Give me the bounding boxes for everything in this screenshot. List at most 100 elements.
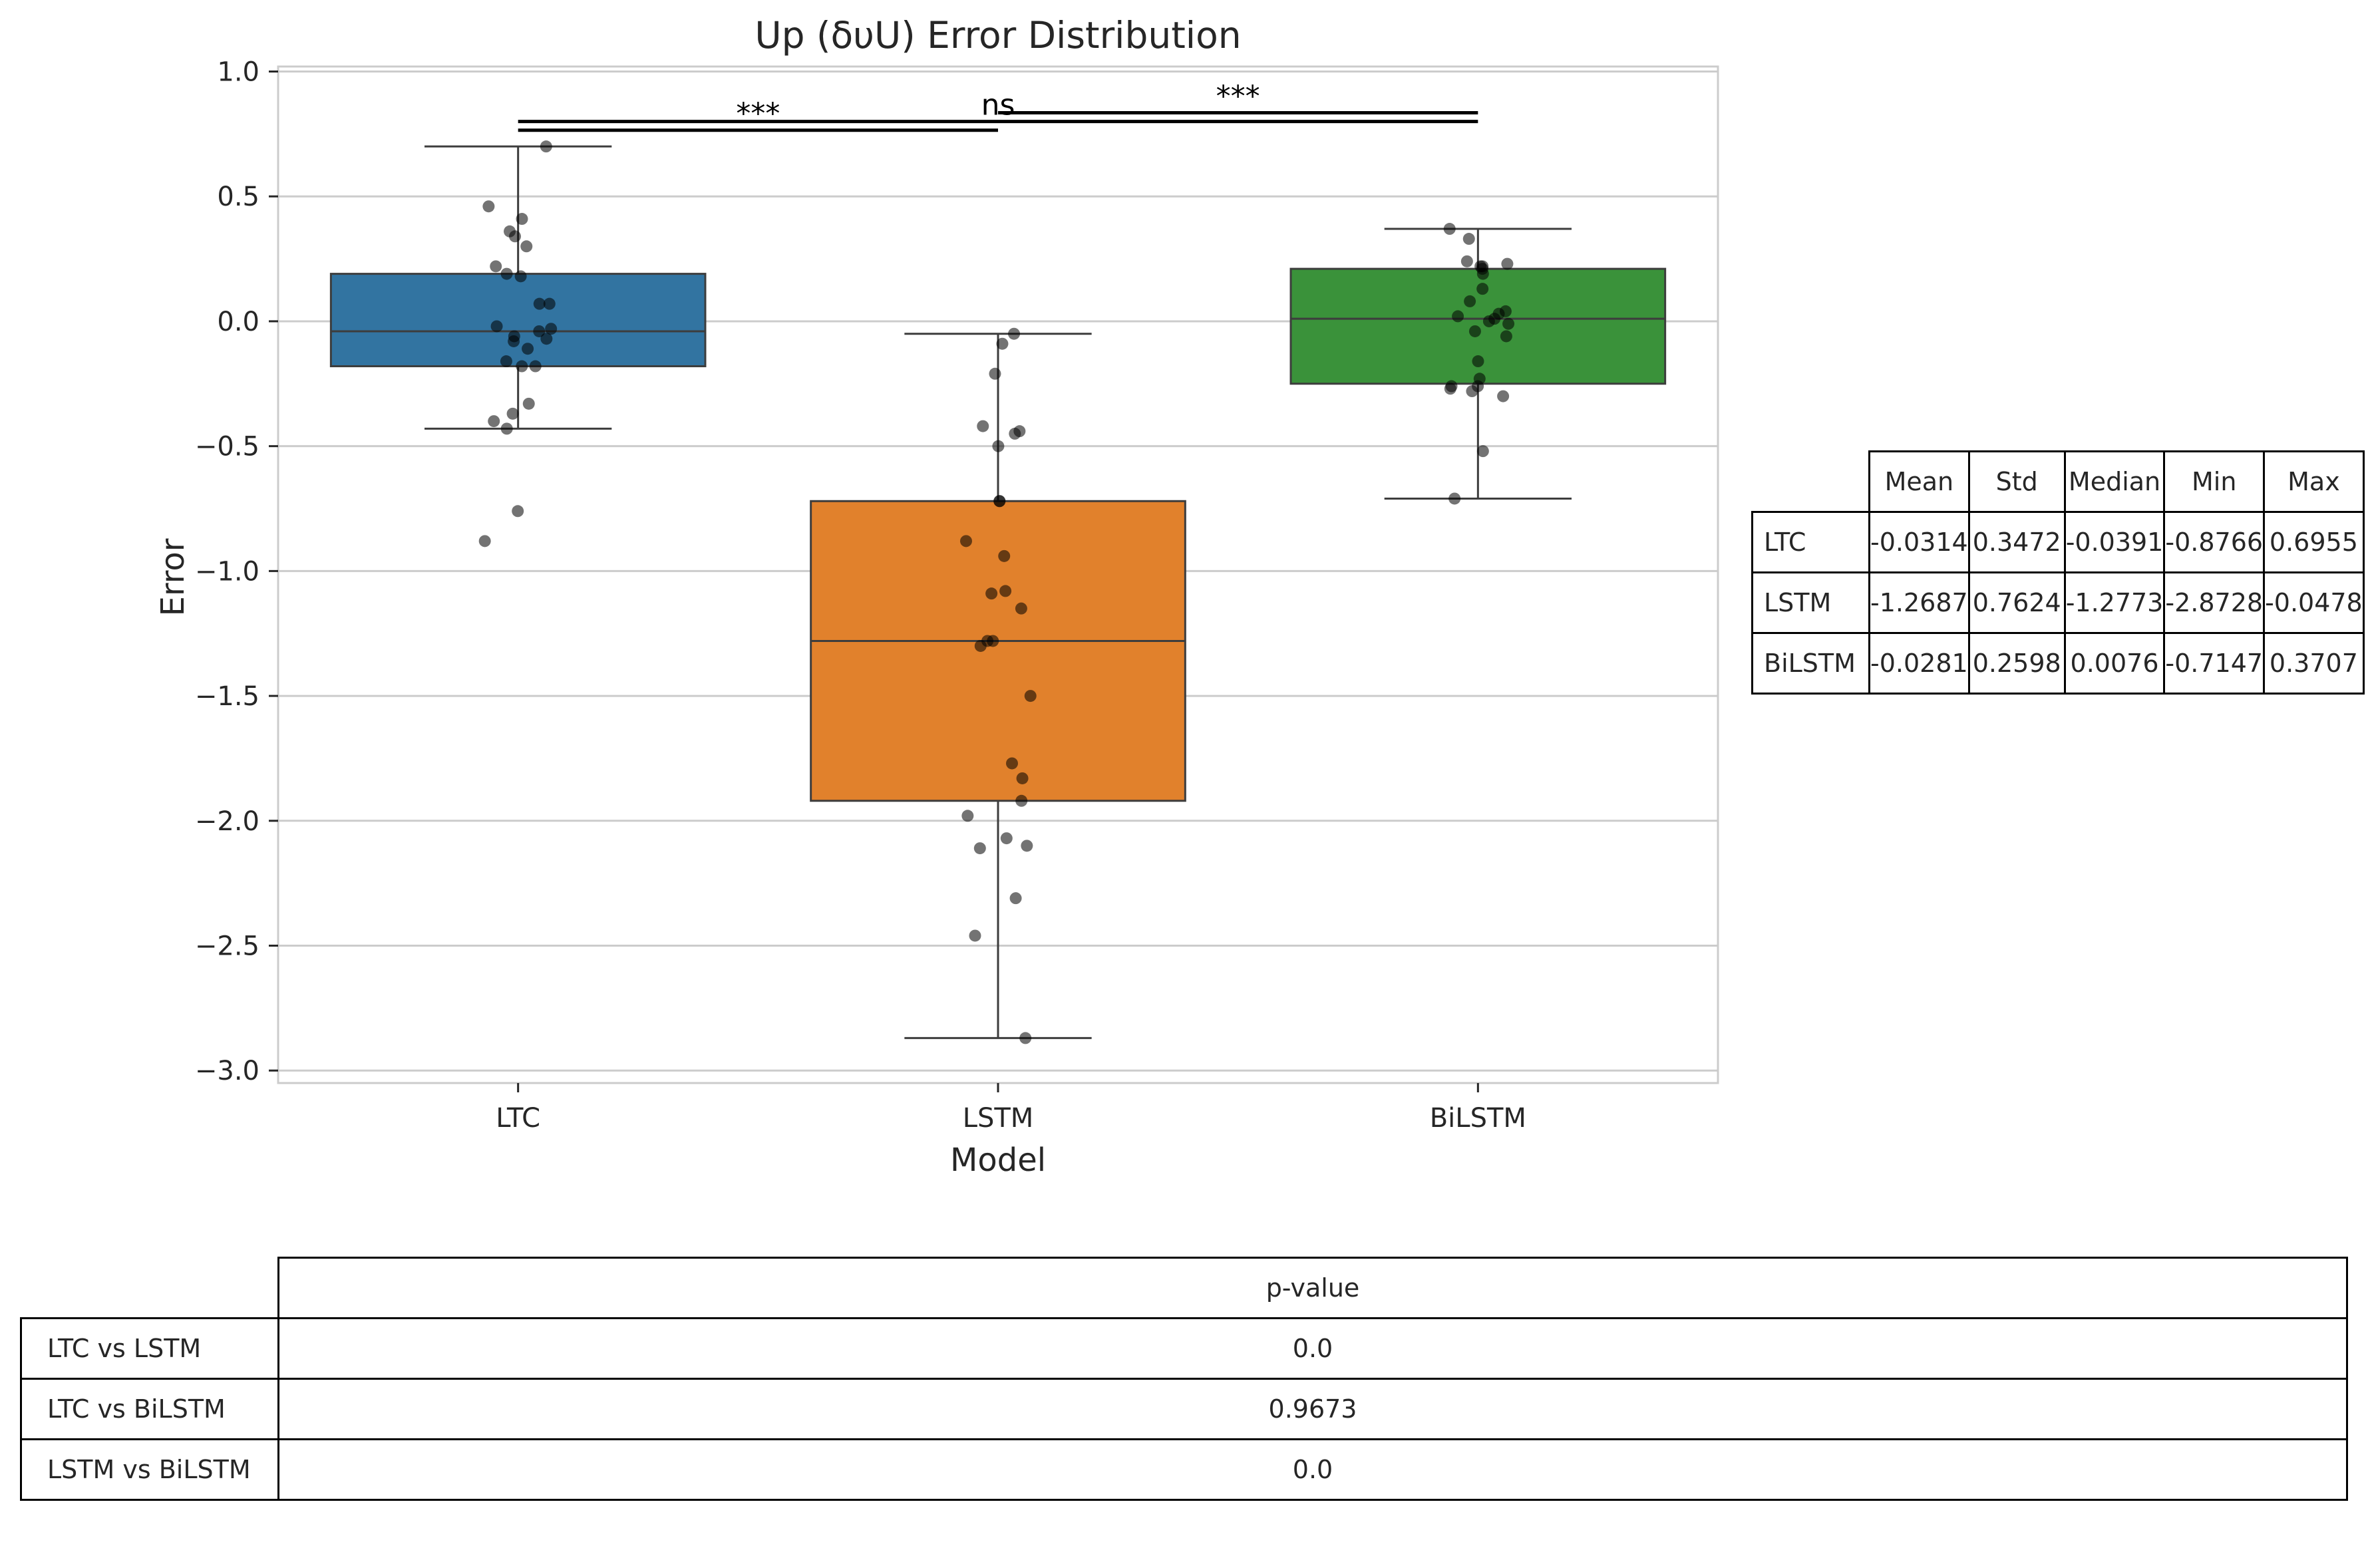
data-point bbox=[1476, 445, 1489, 458]
data-point bbox=[514, 270, 527, 283]
stats-cell: 0.7624 bbox=[1967, 571, 2066, 634]
y-tick-label: −3.0 bbox=[195, 1056, 259, 1086]
data-point bbox=[516, 213, 528, 226]
iqr-box bbox=[329, 273, 707, 368]
stats-col-max: Max bbox=[2263, 450, 2365, 513]
data-point bbox=[1460, 255, 1473, 267]
stats-row-bilstm: BiLSTM -0.0281 0.2598 0.0076 -0.7147 0.3… bbox=[1751, 632, 2365, 695]
data-point bbox=[533, 297, 546, 310]
y-axis-label: Error bbox=[154, 538, 192, 616]
summary-stats-table: Mean Std Median Min Max LTC -0.0314 0.34… bbox=[1751, 450, 2365, 695]
stats-header-row: Mean Std Median Min Max bbox=[1753, 450, 2365, 513]
data-point bbox=[1024, 690, 1037, 703]
data-point bbox=[1009, 427, 1021, 440]
pval-row: LSTM vs BiLSTM 0.0 bbox=[20, 1438, 2348, 1501]
x-tick-label: LTC bbox=[496, 1103, 540, 1134]
stats-cell: -0.7147 bbox=[2163, 632, 2266, 695]
data-point bbox=[522, 397, 535, 410]
data-point bbox=[1005, 757, 1018, 770]
x-axis-label: Model bbox=[950, 1142, 1046, 1179]
x-axis-ticks: LTC LSTM BiLSTM bbox=[496, 1083, 1526, 1134]
data-point bbox=[516, 360, 528, 373]
box-ltc bbox=[329, 145, 707, 430]
data-point bbox=[977, 420, 989, 432]
stats-corner-cell bbox=[1753, 452, 1870, 512]
p-value-table: p-value LTC vs LSTM 0.0 LTC vs BiLSTM 0.… bbox=[20, 1257, 2348, 1501]
box-series bbox=[329, 145, 1667, 1039]
stats-row-label: LSTM bbox=[1751, 571, 1870, 634]
data-point bbox=[1009, 892, 1022, 905]
data-point bbox=[959, 535, 972, 548]
stats-cell: -0.0478 bbox=[2263, 571, 2365, 634]
pval-row-label: LSTM vs BiLSTM bbox=[20, 1438, 279, 1501]
data-point bbox=[500, 422, 513, 435]
iqr-box bbox=[810, 500, 1186, 802]
stats-cell: -0.8766 bbox=[2163, 511, 2266, 573]
data-point bbox=[512, 505, 524, 518]
stats-cell: -0.0391 bbox=[2063, 511, 2166, 573]
stats-cell: -0.0281 bbox=[1868, 632, 1970, 695]
data-point bbox=[998, 549, 1011, 562]
significance-label: *** bbox=[736, 97, 780, 131]
stats-cell: 0.3472 bbox=[1967, 511, 2066, 573]
data-point bbox=[490, 260, 502, 273]
data-point bbox=[1501, 257, 1514, 270]
data-point bbox=[1476, 283, 1489, 295]
data-point bbox=[522, 343, 534, 355]
stats-col-median: Median bbox=[2063, 450, 2166, 513]
data-point bbox=[974, 639, 987, 652]
data-point bbox=[540, 140, 552, 153]
stats-col-std: Std bbox=[1967, 450, 2066, 513]
pval-corner-cell bbox=[21, 1258, 279, 1319]
data-point bbox=[506, 407, 519, 420]
scatter-points bbox=[478, 140, 1515, 1044]
box-plot-chart: 1.00.50.0−0.5−1.0−1.5−2.0−2.5−3.0 *** ns *… bbox=[154, 14, 1719, 1179]
data-point bbox=[1497, 390, 1510, 402]
data-point bbox=[1500, 330, 1512, 343]
data-point bbox=[961, 810, 974, 822]
pval-row-label: LTC vs BiLSTM bbox=[20, 1378, 279, 1440]
data-point bbox=[478, 535, 491, 548]
pval-cell: 0.0 bbox=[277, 1317, 2348, 1380]
data-point bbox=[543, 297, 556, 310]
stats-cell: -2.8728 bbox=[2163, 571, 2266, 634]
stats-cell: 0.3707 bbox=[2263, 632, 2365, 695]
data-point bbox=[1476, 267, 1489, 280]
data-point bbox=[520, 240, 533, 253]
data-point bbox=[488, 415, 500, 428]
data-point bbox=[1444, 383, 1456, 395]
data-point bbox=[1021, 840, 1033, 852]
y-tick-label: −0.5 bbox=[195, 432, 259, 462]
chart-title: Up (δυU) Error Distribution bbox=[755, 14, 1241, 57]
stats-col-mean: Mean bbox=[1868, 450, 1970, 513]
data-point bbox=[533, 325, 546, 337]
x-tick-label: BiLSTM bbox=[1430, 1103, 1526, 1134]
data-point bbox=[1016, 772, 1029, 784]
data-point bbox=[1015, 602, 1027, 615]
y-tick-label: 0.5 bbox=[217, 182, 259, 212]
pval-row: LTC vs LSTM 0.0 bbox=[20, 1317, 2348, 1380]
stats-cell: -1.2773 bbox=[2063, 571, 2166, 634]
data-point bbox=[999, 585, 1012, 597]
pval-column-header: p-value bbox=[277, 1257, 2348, 1319]
data-point bbox=[1452, 310, 1464, 323]
data-point bbox=[1443, 223, 1456, 235]
data-point bbox=[996, 337, 1009, 350]
stats-cell: -1.2687 bbox=[1868, 571, 1970, 634]
significance-label: *** bbox=[1216, 79, 1260, 113]
data-point bbox=[529, 360, 542, 373]
stats-col-min: Min bbox=[2163, 450, 2266, 513]
pval-cell: 0.9673 bbox=[277, 1378, 2348, 1440]
stats-cell: 0.6955 bbox=[2263, 511, 2365, 573]
y-tick-label: −2.5 bbox=[195, 931, 259, 962]
data-point bbox=[500, 267, 513, 280]
stats-row-label: LTC bbox=[1751, 511, 1870, 573]
box-lstm bbox=[810, 333, 1186, 1039]
stats-cell: 0.0076 bbox=[2063, 632, 2166, 695]
data-point bbox=[993, 495, 1006, 508]
data-point bbox=[1000, 832, 1013, 845]
pval-row-label: LTC vs LSTM bbox=[20, 1317, 279, 1380]
stats-row-label: BiLSTM bbox=[1751, 632, 1870, 695]
data-point bbox=[509, 230, 522, 243]
y-tick-label: −2.0 bbox=[195, 806, 259, 837]
